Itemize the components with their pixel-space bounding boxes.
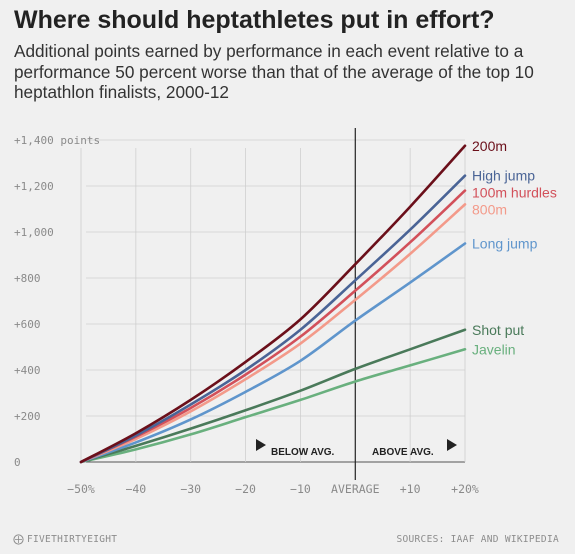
right-arrow-icon — [447, 439, 457, 451]
x-tick-label: AVERAGE — [331, 482, 380, 496]
series-line-long-jump — [79, 242, 467, 464]
series-label-100m-hurdles: 100m hurdles — [472, 185, 557, 201]
x-tick-label: −40 — [125, 482, 146, 496]
footer-brand: FIVETHIRTYEIGHT — [27, 534, 118, 545]
chart-title: Where should heptathletes put in effort? — [14, 6, 495, 34]
series-label-high-jump: High jump — [472, 168, 535, 184]
y-tick-label: +800 — [14, 272, 41, 285]
series-line-shot-put — [79, 328, 467, 464]
x-tick-label: +10 — [400, 482, 421, 496]
series-label-200m: 200m — [472, 138, 507, 154]
series-line-high-jump — [79, 174, 467, 464]
y-tick-label: +1,400 points — [14, 134, 100, 147]
chart-subtitle: Additional points earned by performance … — [14, 41, 534, 102]
y-tick-label: +600 — [14, 318, 41, 331]
annotations: BELOW AVG. ABOVE AVG. — [256, 439, 457, 458]
x-tick-label: −20 — [235, 482, 256, 496]
series-label-long-jump: Long jump — [472, 236, 538, 252]
series-line-100m-hurdles — [79, 189, 467, 464]
below-average-annotation: BELOW AVG. — [271, 447, 335, 458]
x-tick-label: −10 — [290, 482, 311, 496]
x-tick-label: +20% — [451, 482, 479, 496]
series-label-800m: 800m — [472, 202, 507, 218]
y-tick-label: +1,000 — [14, 226, 54, 239]
series-lines — [79, 144, 467, 464]
footer-sources: SOURCES: IAAF AND WIKIPEDIA — [396, 534, 559, 545]
series-line-javelin — [79, 348, 467, 464]
series-label-javelin: Javelin — [472, 341, 516, 357]
y-tick-label: +1,200 — [14, 180, 54, 193]
x-tick-label: −30 — [180, 482, 201, 496]
tick-labels: 0 +200 +400 +600 +800 +1,000 +1,200 +1,400 poin… — [14, 134, 479, 496]
x-tick-label: −50% — [67, 482, 95, 496]
series-label-shot-put: Shot put — [472, 322, 524, 338]
y-tick-label: +200 — [14, 410, 41, 423]
y-tick-label: 0 — [14, 456, 21, 469]
left-arrow-icon — [256, 439, 266, 451]
grid-lines — [80, 139, 466, 463]
fivethirtyeight-logo-icon — [13, 534, 24, 545]
series-line-800m — [79, 203, 467, 464]
y-tick-label: +400 — [14, 364, 41, 377]
series-line-200m — [79, 144, 467, 464]
above-average-annotation: ABOVE AVG. — [372, 447, 434, 458]
